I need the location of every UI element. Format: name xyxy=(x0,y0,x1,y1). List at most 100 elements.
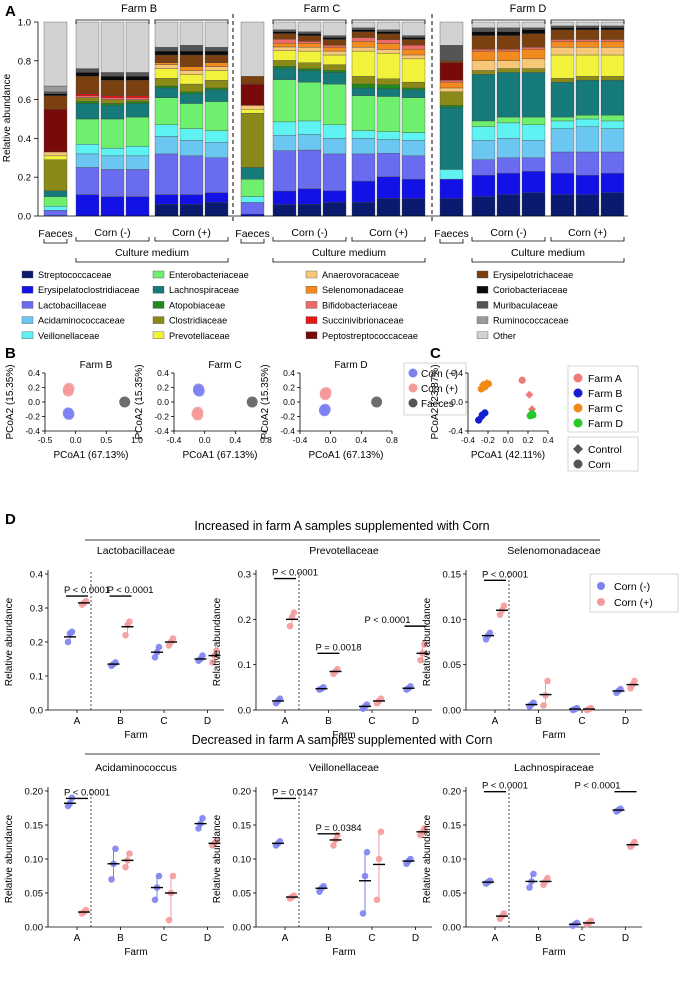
dot-xtick-label: A xyxy=(282,933,289,944)
dot-plots: Lactobacillaceae 0.0 0.1 0.2 0.3 0.4 Relative … xyxy=(4,545,642,958)
dot-point xyxy=(363,848,371,856)
stacked-bar-segment xyxy=(179,155,204,195)
dot-point xyxy=(631,677,638,685)
stacked-ylabel: Relative abundance xyxy=(2,73,13,162)
bracket-line xyxy=(439,239,464,244)
stacked-bar-segment xyxy=(376,29,401,32)
dot-ytick-label: 0.20 xyxy=(233,787,252,798)
legend-label: Corn (+) xyxy=(614,597,653,609)
dot-ylabel: Relative abundance xyxy=(212,814,223,903)
dot-xtick-label: B xyxy=(117,933,124,944)
stacked-bar-segment xyxy=(376,53,401,80)
dot-point xyxy=(68,628,76,636)
stacked-bar-segment xyxy=(100,80,125,96)
dot-point xyxy=(544,874,551,882)
dot-xtick-label: B xyxy=(325,716,332,727)
legend-swatch xyxy=(305,270,318,279)
bracket-label: Faeces xyxy=(38,228,72,240)
dot-ytick-label: 0.05 xyxy=(443,889,462,900)
pcoa-c-xtick-label: -0.2 xyxy=(481,436,495,445)
dot-point xyxy=(375,855,383,863)
legend-swatch xyxy=(21,301,34,309)
pcoa-ytick-label: 0.4 xyxy=(157,368,169,378)
dot-point xyxy=(122,863,129,871)
stacked-bar-segment xyxy=(600,47,625,56)
dot-xtick-label: D xyxy=(204,716,211,727)
legend-marker xyxy=(408,398,418,408)
stacked-bar-segment xyxy=(550,116,575,122)
stacked-bar-segment xyxy=(439,105,464,108)
significance-label: P < 0.0001 xyxy=(108,585,154,596)
stacked-bar-segment xyxy=(240,196,265,203)
stacked-bar-segment xyxy=(521,171,546,193)
dot-xtick-label: A xyxy=(282,716,289,727)
significance-label: P < 0.0001 xyxy=(64,787,110,798)
stacked-bar-segment xyxy=(75,72,100,77)
stacked-bar-segment xyxy=(204,47,229,52)
stacked-bar-segment xyxy=(471,70,496,75)
stacked-bar-segment xyxy=(154,136,179,155)
dot-xtick-label: C xyxy=(160,716,167,727)
legend-label: Farm C xyxy=(588,403,623,415)
stacked-bar-segment xyxy=(376,88,401,97)
legend-label: Erysipelatoclostridiaceae xyxy=(38,285,140,295)
stacked-bar-segment xyxy=(401,39,426,46)
stacked-bar-segment xyxy=(154,97,179,125)
stacked-bar-segment xyxy=(322,50,347,56)
significance-label: P < 0.0001 xyxy=(482,781,528,792)
dot-xtick-label: A xyxy=(74,933,81,944)
stacked-bar-segment xyxy=(550,25,575,28)
dot-point xyxy=(330,842,337,849)
stacked-bar-segment xyxy=(43,151,68,157)
dot-xtick-label: D xyxy=(622,716,629,727)
dot-ytick-label: 0.0 xyxy=(30,706,43,717)
stacked-bar-segment xyxy=(496,116,521,124)
stacked-bar-segment xyxy=(297,21,322,32)
stacked-bar-segment xyxy=(204,89,229,102)
stacked-bar-segment xyxy=(322,21,347,36)
dot-xtick-label: C xyxy=(160,933,167,944)
stacked-bar-segment xyxy=(575,39,600,42)
stacked-bar-segment xyxy=(351,95,376,131)
dot-point xyxy=(122,631,129,639)
stacked-bar-segment xyxy=(401,58,426,83)
stacked-bar-segment xyxy=(401,140,426,157)
stacked-bar-segment xyxy=(351,202,376,217)
stacked-bar-segment xyxy=(351,180,376,203)
stacked-bar-segment xyxy=(43,210,68,217)
stacked-bar-segment xyxy=(322,190,347,203)
stacked-bar-segment xyxy=(351,87,376,96)
stacked-bar-segment xyxy=(401,45,426,50)
stacked-bar-segment xyxy=(154,62,179,65)
stacked-bar-segment xyxy=(125,97,150,100)
stacked-bar-segment xyxy=(100,99,125,104)
stacked-bar-segment xyxy=(521,48,546,60)
legend-label: Farm D xyxy=(588,418,623,430)
stacked-bar-segment xyxy=(351,138,376,155)
pcoa-xtick-label: -0.5 xyxy=(38,435,53,445)
dot-plot-title: Selenomonadaceae xyxy=(507,545,601,557)
stacked-bar-segment xyxy=(240,21,265,77)
stacked-bar-segment xyxy=(204,142,229,158)
stacked-bar-segment xyxy=(100,105,125,120)
stacked-bar-segment xyxy=(125,101,150,104)
stacked-bar-segment xyxy=(575,126,600,153)
legend-swatch xyxy=(21,286,34,294)
dot-ytick-label: 0.15 xyxy=(233,821,252,832)
stacked-bar-segment xyxy=(43,95,68,110)
stacked-bar-segment xyxy=(496,138,521,158)
stacked-bar-segment xyxy=(351,153,376,182)
dot-xtick-label: D xyxy=(412,716,419,727)
legend-label: Faeces xyxy=(421,399,454,410)
stacked-bar-segment xyxy=(496,173,521,195)
stacked-bar-segment xyxy=(75,167,100,195)
dot-point xyxy=(540,702,547,709)
stacked-bar-segment xyxy=(550,128,575,153)
pcoa-xtick-label: 0.4 xyxy=(355,435,367,445)
stacked-ytick-label: 0.2 xyxy=(18,173,31,184)
stacked-bar-segment xyxy=(322,124,347,139)
dot-point xyxy=(155,872,163,880)
stacked-bar-segment xyxy=(471,21,496,28)
stacked-bar-segment xyxy=(75,103,100,120)
stacked-bar-segment xyxy=(600,21,625,27)
